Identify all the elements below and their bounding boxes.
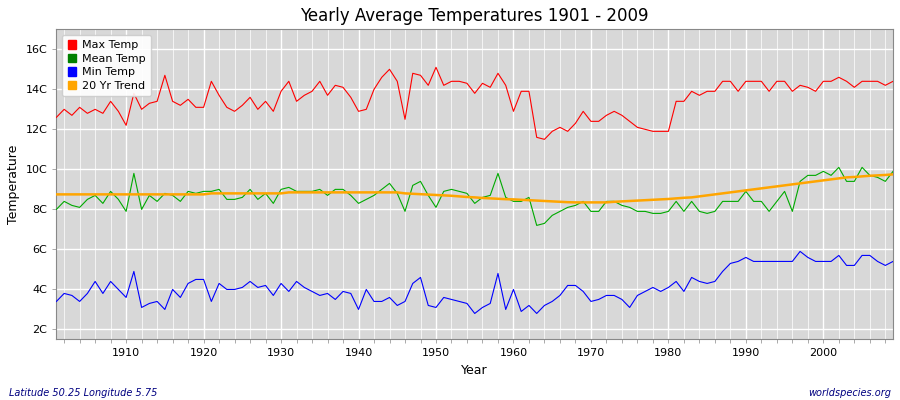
Y-axis label: Temperature: Temperature bbox=[7, 145, 20, 224]
Legend: Max Temp, Mean Temp, Min Temp, 20 Yr Trend: Max Temp, Mean Temp, Min Temp, 20 Yr Tre… bbox=[62, 35, 151, 96]
Text: Latitude 50.25 Longitude 5.75: Latitude 50.25 Longitude 5.75 bbox=[9, 388, 157, 398]
Text: worldspecies.org: worldspecies.org bbox=[808, 388, 891, 398]
Title: Yearly Average Temperatures 1901 - 2009: Yearly Average Temperatures 1901 - 2009 bbox=[301, 7, 649, 25]
X-axis label: Year: Year bbox=[462, 364, 488, 377]
